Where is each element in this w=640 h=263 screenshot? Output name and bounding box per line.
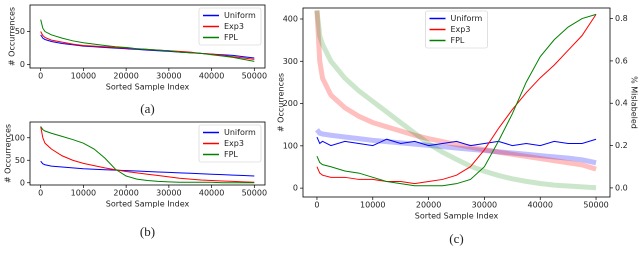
x-tick-label: 0 [314, 201, 319, 210]
y-tick-label: 50 [15, 156, 25, 165]
data-line [314, 10, 597, 191]
x-axis-label: Sorted Sample Index [106, 83, 190, 92]
data-line [316, 14, 597, 185]
x-tick-label: 20000 [113, 72, 138, 81]
legend-box [198, 7, 262, 46]
x-tick-label: 50000 [242, 189, 267, 198]
data-line [40, 160, 255, 177]
y-tick-label: 100 [10, 133, 25, 142]
plot-frame [29, 4, 266, 69]
data-line [314, 10, 597, 172]
x-tick-label: 0 [38, 189, 43, 198]
y-tick-label: 50 [15, 27, 25, 36]
x-tick-label: 10000 [360, 201, 385, 210]
data-line [40, 19, 255, 62]
legend-label: FPL [224, 33, 238, 42]
y2-tick-label: 0.4 [615, 99, 628, 108]
y-tick-label: 200 [283, 99, 298, 108]
y-tick-label: 0 [293, 184, 298, 193]
data-line [316, 13, 597, 187]
legend-label: Uniform [224, 11, 256, 20]
caption: (b) [140, 224, 155, 239]
y-tick-label: 100 [283, 141, 298, 150]
x-axis-label: Sorted Sample Index [106, 200, 190, 209]
y2-tick-label: 0.2 [615, 141, 628, 150]
legend-label: Uniform [224, 128, 256, 137]
x-tick-label: 40000 [199, 72, 224, 81]
plot-frame [29, 121, 266, 186]
x-tick-label: 0 [38, 72, 43, 81]
y-axis-label: # Occurrences [4, 124, 13, 183]
x-tick-label: 10000 [71, 189, 96, 198]
y-tick-label: 0 [20, 178, 25, 187]
data-line [315, 128, 597, 166]
x-tick-label: 40000 [199, 189, 224, 198]
legend-box [425, 10, 488, 49]
x-tick-label: 30000 [156, 189, 181, 198]
caption: (a) [140, 101, 154, 116]
y-tick-label: 400 [283, 14, 298, 23]
x-axis-label: Sorted Sample Index [415, 212, 499, 221]
x-tick-label: 20000 [416, 201, 441, 210]
legend-label: Exp3 [451, 25, 471, 34]
legend-label: Exp3 [224, 22, 244, 31]
x-tick-label: 30000 [472, 201, 497, 210]
legend-box [198, 124, 262, 163]
legend-label: FPL [224, 150, 238, 159]
legend-label: Uniform [451, 14, 483, 23]
y2-tick-label: 0.6 [615, 56, 628, 65]
x-tick-label: 50000 [242, 72, 267, 81]
y-tick-label: 300 [283, 57, 298, 66]
data-line [316, 136, 597, 147]
y2-axis-label: % Mislabeled [630, 76, 639, 129]
x-tick-label: 10000 [71, 72, 96, 81]
data-line [40, 126, 255, 184]
x-tick-label: 50000 [583, 201, 608, 210]
y-axis-label: # Occurrences [8, 7, 17, 66]
caption: (c) [449, 231, 463, 246]
x-tick-label: 30000 [156, 72, 181, 81]
legend-label: FPL [451, 36, 465, 45]
x-tick-label: 20000 [113, 189, 138, 198]
y2-tick-label: 0.8 [615, 14, 628, 23]
y-axis-label: # Occurrences [277, 73, 286, 132]
plot-frame [302, 7, 611, 198]
y-tick-label: 0 [20, 60, 25, 69]
legend-label: Exp3 [224, 139, 244, 148]
y2-tick-label: 0.0 [615, 183, 628, 192]
data-line [40, 126, 255, 183]
x-tick-label: 40000 [528, 201, 553, 210]
